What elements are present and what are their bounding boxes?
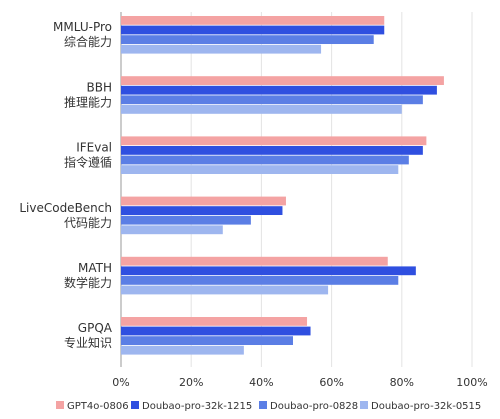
category-label-livecodebench: LiveCodeBench: [19, 201, 112, 215]
bar-math-doubao-pro-32k-0515: [121, 285, 329, 295]
x-axis-ticks: 0% 20% 40% 60% 80% 100%: [112, 376, 487, 389]
bar-bbh-doubao-pro-32k-0515: [121, 105, 402, 114]
legend-label-doubao-pro-0828: Doubao-pro-0828: [270, 401, 358, 412]
legend-swatch-doubao-pro-32k-0515: [360, 401, 368, 409]
legend-swatch-doubao-pro-32k-1215: [131, 401, 139, 409]
legend-label-doubao-pro-32k-0515: Doubao-pro-32k-0515: [371, 401, 481, 412]
legend: GPT4o-0806 Doubao-pro-32k-1215 Doubao-pro-…: [56, 401, 481, 412]
bar-ifeval-doubao-pro-0828: [121, 155, 409, 165]
category-label-bbh: BBH: [87, 80, 113, 94]
bar-gpqa-gpt4o-0806: [121, 317, 308, 326]
bar-mmlu-pro-doubao-pro-0828: [121, 35, 374, 44]
x-tick-label: 40%: [249, 376, 273, 389]
bar-livecodebench-doubao-pro-32k-0515: [121, 225, 223, 235]
category-sublabel-bbh: 推理能力: [64, 95, 112, 109]
bar-bbh-doubao-pro-0828: [121, 95, 423, 105]
bar-ifeval-doubao-pro-32k-1215: [121, 146, 423, 155]
category-label-math: MATH: [78, 261, 112, 275]
category-label-mmlu-pro: MMLU-Pro: [53, 20, 112, 34]
bar-livecodebench-doubao-pro-32k-1215: [121, 206, 283, 215]
x-tick-label: 100%: [456, 376, 487, 389]
bar-math-gpt4o-0806: [121, 256, 388, 266]
bar-gpqa-doubao-pro-0828: [121, 336, 293, 345]
bar-gpqa-doubao-pro-32k-1215: [121, 326, 311, 336]
x-tick-label: 0%: [112, 376, 129, 389]
category-sublabel-math: 数学能力: [64, 275, 112, 290]
bar-livecodebench-gpt4o-0806: [121, 196, 286, 206]
bar-bbh-gpt4o-0806: [121, 76, 444, 85]
legend-label-doubao-pro-32k-1215: Doubao-pro-32k-1215: [142, 401, 252, 412]
bar-ifeval-gpt4o-0806: [121, 136, 427, 146]
legend-swatch-gpt4o-0806: [56, 401, 64, 409]
bar-gpqa-doubao-pro-32k-0515: [121, 345, 244, 355]
category-sublabel-ifeval: 指令遵循: [64, 155, 112, 170]
bar-ifeval-doubao-pro-32k-0515: [121, 165, 399, 174]
category-sublabel-gpqa: 专业知识: [64, 335, 112, 350]
bars-layer: [121, 16, 444, 355]
grid-layer: [120, 12, 473, 367]
category-sublabel-mmlu-pro: 综合能力: [64, 34, 112, 49]
category-label-ifeval: IFEval: [76, 141, 112, 155]
category-sublabel-livecodebench: 代码能力: [64, 216, 112, 230]
legend-swatch-doubao-pro-0828: [259, 401, 267, 409]
category-label-gpqa: GPQA: [78, 321, 113, 335]
bar-mmlu-pro-doubao-pro-32k-1215: [121, 25, 385, 35]
bar-math-doubao-pro-0828: [121, 276, 399, 285]
bar-livecodebench-doubao-pro-0828: [121, 215, 251, 225]
bar-math-doubao-pro-32k-1215: [121, 266, 416, 276]
x-tick-label: 20%: [179, 376, 203, 389]
bar-mmlu-pro-gpt4o-0806: [121, 16, 385, 25]
x-tick-label: 80%: [390, 376, 414, 389]
legend-label-gpt4o-0806: GPT4o-0806: [67, 401, 129, 412]
bar-mmlu-pro-doubao-pro-32k-0515: [121, 44, 322, 54]
x-tick-label: 60%: [319, 376, 343, 389]
bar-bbh-doubao-pro-32k-1215: [121, 85, 437, 95]
